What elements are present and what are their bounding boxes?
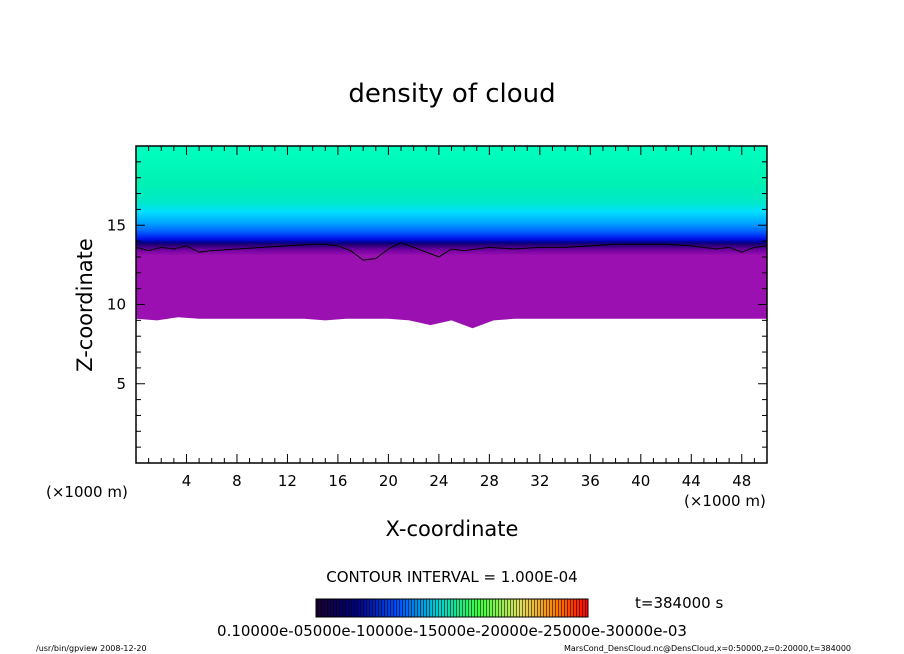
y-tick-label: 5 — [116, 375, 126, 393]
x-tick-label: 12 — [278, 472, 297, 490]
x-tick-labels: 4 8 12 16 20 24 28 32 36 40 44 48 — [182, 472, 752, 490]
y-tick-label: 10 — [107, 296, 126, 314]
x-tick-label: 44 — [682, 472, 701, 490]
x-tick-label: 36 — [581, 472, 600, 490]
contour-interval-text: CONTOUR INTERVAL = 1.000E-04 — [326, 568, 577, 586]
x-tick-label: 28 — [480, 472, 499, 490]
cloud-density-field — [136, 146, 767, 329]
x-tick-label: 48 — [732, 472, 751, 490]
x-axis-label: X-coordinate — [386, 517, 519, 541]
y-axis-label: Z-coordinate — [73, 238, 97, 372]
x-tick-label: 32 — [530, 472, 549, 490]
axis-ticks — [136, 146, 767, 463]
footer-right: MarsCond_DensCloud.nc@DensCloud,x=0:5000… — [564, 644, 851, 653]
x-tick-label: 40 — [631, 472, 650, 490]
colorbar-labels: 0.10000e-05000e-10000e-15000e-20000e-250… — [217, 622, 687, 640]
y-tick-label: 15 — [107, 216, 126, 234]
x-tick-label: 16 — [328, 472, 347, 490]
y-tick-labels: 5 10 15 — [107, 216, 126, 393]
x-tick-label: 8 — [232, 472, 242, 490]
chart-title: density of cloud — [348, 79, 555, 109]
x-tick-label: 24 — [429, 472, 448, 490]
x-tick-label: 20 — [379, 472, 398, 490]
footer-left: /usr/bin/gpview 2008-12-20 — [36, 644, 147, 653]
x-tick-label: 4 — [182, 472, 192, 490]
y-unit-label: (×1000 m) — [46, 483, 128, 501]
x-unit-label: (×1000 m) — [684, 492, 766, 510]
colorbar-stripes — [316, 599, 588, 617]
contour-line — [136, 242, 767, 261]
time-label: t=384000 s — [635, 594, 723, 612]
